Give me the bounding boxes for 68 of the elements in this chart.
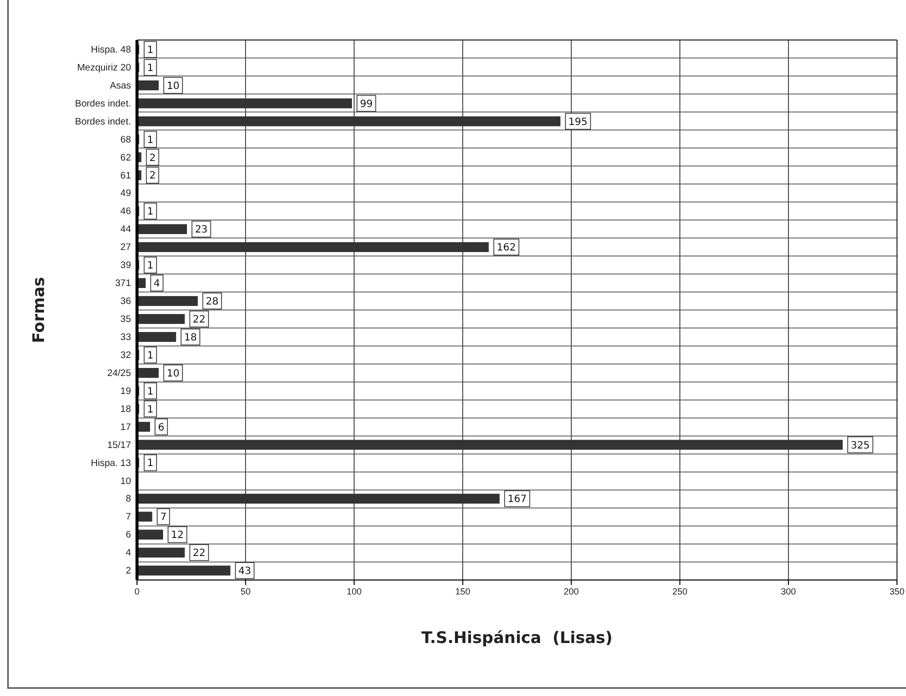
- y-tick-label: Hispa. 13: [90, 458, 131, 469]
- data-label: 7: [160, 512, 167, 524]
- data-label: 1: [147, 206, 154, 218]
- y-tick-label: 62: [120, 152, 131, 164]
- data-label: 99: [360, 98, 373, 110]
- y-tick-label: 15/17: [107, 440, 131, 451]
- data-label: 18: [184, 332, 197, 344]
- data-label: 43: [238, 566, 252, 578]
- data-label: 1: [147, 44, 154, 56]
- y-tick-label: 4: [126, 548, 131, 559]
- data-label: 1: [147, 350, 154, 362]
- y-tick-label: 44: [120, 224, 131, 236]
- y-tick-label: 371: [115, 278, 131, 290]
- y-tick-label: 24/25: [107, 368, 131, 379]
- data-label: 195: [568, 116, 588, 128]
- y-axis-title: Formas: [29, 276, 48, 344]
- data-label: 167: [508, 494, 527, 506]
- y-tick-label: 7: [126, 512, 131, 523]
- x-tick-label: 300: [780, 586, 796, 596]
- y-tick-label: 39: [120, 260, 131, 272]
- x-tick-label: 100: [346, 586, 362, 596]
- data-label: 28: [206, 296, 219, 308]
- y-tick-label: 61: [120, 170, 131, 182]
- data-label: 22: [192, 548, 206, 560]
- x-tick-label: 150: [455, 586, 470, 596]
- y-tick-label: Mezquiriz 20: [77, 62, 131, 74]
- y-tick-label: 10: [120, 476, 131, 487]
- data-label: 325: [850, 440, 870, 452]
- y-tick-label: Asas: [110, 80, 132, 92]
- y-tick-label: 33: [120, 332, 131, 343]
- x-tick-label: 350: [889, 586, 905, 596]
- x-tick-label: 250: [672, 586, 688, 596]
- y-tick-label: 36: [120, 296, 131, 308]
- y-tick-label: 46: [120, 206, 131, 218]
- x-tick-label: 0: [134, 586, 140, 596]
- y-tick-label: Bordes indet.: [75, 116, 131, 128]
- data-label: 1: [147, 386, 154, 398]
- data-label: 23: [194, 224, 208, 236]
- data-label: 10: [166, 368, 180, 380]
- data-label: 22: [192, 314, 206, 326]
- y-tick-label: 27: [120, 242, 131, 254]
- y-tick-label: 19: [120, 386, 131, 397]
- y-tick-label: 32: [120, 350, 131, 361]
- data-label: 162: [496, 242, 516, 254]
- y-tick-label: 2: [126, 566, 131, 577]
- y-tick-label: 17: [120, 422, 131, 433]
- x-tick-label: 200: [564, 586, 579, 596]
- data-label: 1: [147, 458, 154, 470]
- y-tick-label: Hispa. 48: [90, 44, 131, 56]
- x-axis-title: T.S.Hispánica (Lisas): [421, 628, 613, 647]
- y-tick-label: 8: [126, 494, 131, 505]
- y-tick-label: 6: [126, 530, 131, 541]
- data-label: 2: [149, 170, 156, 182]
- y-tick-label: 68: [120, 134, 131, 146]
- data-label: 1: [147, 134, 154, 146]
- y-tick-label: 18: [120, 404, 131, 415]
- data-label: 2: [149, 152, 156, 164]
- y-tick-label: 49: [120, 188, 131, 200]
- data-label: 1: [147, 404, 154, 416]
- data-label: 6: [158, 422, 164, 434]
- data-label: 12: [171, 530, 184, 542]
- data-label: 1: [147, 260, 154, 272]
- data-label: 4: [154, 278, 160, 290]
- y-tick-label: Bordes indet.: [75, 98, 131, 110]
- y-tick-label: 35: [120, 314, 131, 326]
- data-label: 1: [147, 62, 154, 74]
- x-tick-label: 50: [240, 586, 251, 596]
- data-label: 10: [166, 80, 180, 92]
